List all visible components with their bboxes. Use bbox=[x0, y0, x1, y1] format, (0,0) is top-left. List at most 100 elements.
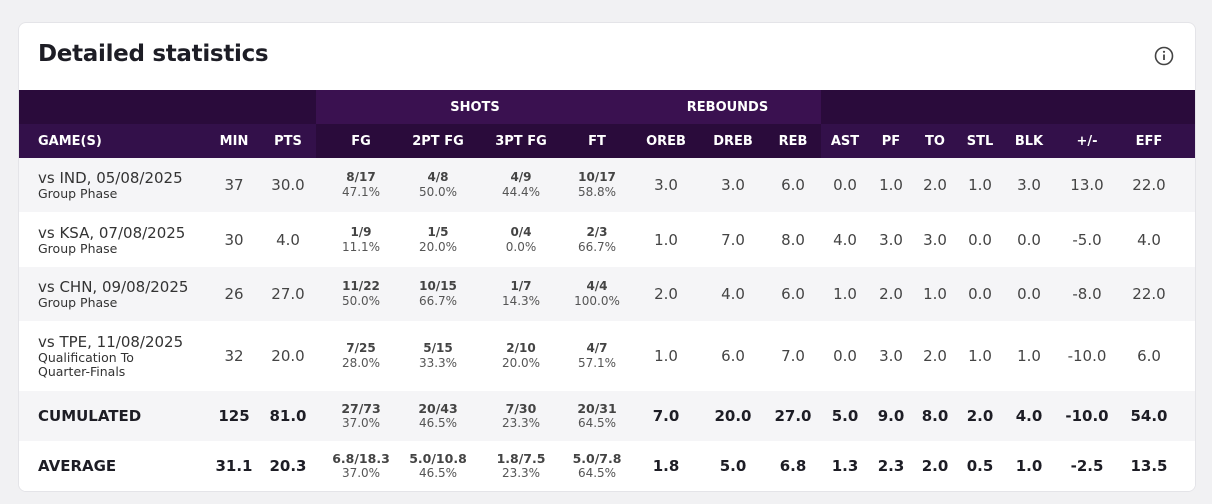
game-phase: Qualification To Quarter-Finals bbox=[38, 350, 134, 379]
stat-value: 1.0 bbox=[879, 176, 903, 194]
stat-value: 32 bbox=[224, 347, 244, 365]
stat-value: 6.0 bbox=[1137, 347, 1161, 365]
stat-value: 31.1 bbox=[215, 457, 253, 475]
shot-made: 1/9 bbox=[350, 224, 372, 239]
shot-made: 27/73 bbox=[341, 401, 381, 416]
shot-made: 7/25 bbox=[346, 341, 376, 355]
shot-cell: 4/7 57.1% bbox=[552, 321, 642, 391]
stat-value: 37 bbox=[224, 176, 244, 194]
stat-value: 3.0 bbox=[1017, 176, 1041, 194]
stat-value: 1.0 bbox=[1017, 347, 1041, 365]
shot-cell: 1/5 20.0% bbox=[393, 212, 483, 267]
stat-value: 0.0 bbox=[968, 285, 992, 303]
shot-pct: 66.7% bbox=[418, 294, 458, 308]
shot-cell: 5/15 33.3% bbox=[393, 321, 483, 391]
game-row bbox=[19, 321, 1195, 391]
shot-cell: 4/9 44.4% bbox=[476, 158, 566, 212]
stat-value: 30.0 bbox=[271, 176, 305, 194]
stat-value: 27.0 bbox=[271, 285, 305, 303]
stat-value: 0.0 bbox=[968, 230, 992, 249]
shot-pct: 100.0% bbox=[574, 294, 620, 308]
shot-made: 0/4 bbox=[510, 224, 532, 239]
shot-cell: 20/31 64.5% bbox=[552, 391, 642, 441]
shot-cell: 1/7 14.3% bbox=[476, 267, 566, 321]
shot-cell: 5.0/7.8 64.5% bbox=[552, 441, 642, 491]
stat-value: 22.0 bbox=[1132, 176, 1166, 194]
game-phase: Group Phase bbox=[38, 186, 118, 201]
shot-made: 5/15 bbox=[423, 341, 453, 355]
shot-made: 8/17 bbox=[346, 170, 376, 184]
stat-value: 20.0 bbox=[714, 407, 752, 425]
info-icon[interactable] bbox=[1153, 45, 1175, 67]
shot-pct: 37.0% bbox=[341, 416, 381, 430]
shot-cell: 7/30 23.3% bbox=[476, 391, 566, 441]
shot-pct: 46.5% bbox=[418, 466, 458, 480]
shot-pct: 23.3% bbox=[501, 466, 541, 480]
column-header: GAME(S) bbox=[38, 133, 102, 149]
column-header: BLK bbox=[1014, 133, 1044, 149]
shot-made: 4/7 bbox=[586, 341, 608, 355]
stat-value: 8.0 bbox=[781, 230, 805, 249]
stat-value: 81.0 bbox=[269, 407, 307, 425]
stat-value: 13.0 bbox=[1070, 176, 1104, 194]
stat-value: 6.0 bbox=[781, 285, 805, 303]
column-header: FT bbox=[588, 133, 606, 149]
stat-value: 7.0 bbox=[781, 347, 805, 365]
shot-made: 2/10 bbox=[506, 341, 536, 355]
shot-cell: 4/8 50.0% bbox=[393, 158, 483, 212]
shot-pct: 20.0% bbox=[501, 356, 541, 370]
shot-cell: 7/25 28.0% bbox=[316, 321, 406, 391]
stat-value: 1.0 bbox=[968, 347, 992, 365]
header-group: REBOUNDS bbox=[634, 90, 821, 124]
stat-value: -2.5 bbox=[1070, 457, 1104, 475]
column-header: PF bbox=[881, 133, 901, 149]
stat-value: 1.0 bbox=[833, 285, 857, 303]
stat-value: 6.0 bbox=[781, 176, 805, 194]
stat-value: 7.0 bbox=[652, 407, 680, 425]
game-cell: vs CHN, 09/08/2025 Group Phase bbox=[38, 267, 188, 321]
shot-made: 1.8/7.5 bbox=[496, 451, 546, 466]
shot-pct: 23.3% bbox=[501, 416, 541, 430]
shot-cell: 1/9 11.1% bbox=[316, 212, 406, 267]
stat-value: 0.0 bbox=[1017, 285, 1041, 303]
shot-made: 4/8 bbox=[427, 170, 449, 184]
shot-pct: 0.0% bbox=[505, 239, 537, 254]
game-name: vs IND, 05/08/2025 bbox=[38, 169, 183, 187]
column-header: PTS bbox=[274, 133, 302, 149]
shot-made: 20/43 bbox=[418, 401, 458, 416]
game-name: vs TPE, 11/08/2025 bbox=[38, 333, 184, 351]
stat-value: 1.0 bbox=[968, 176, 992, 194]
column-header: DREB bbox=[713, 133, 753, 149]
shot-cell: 27/73 37.0% bbox=[316, 391, 406, 441]
stat-value: 20.0 bbox=[271, 347, 305, 365]
stat-value: 3.0 bbox=[654, 176, 678, 194]
shot-made: 11/22 bbox=[342, 279, 380, 293]
stat-value: 2.0 bbox=[966, 407, 994, 425]
shot-made: 1/7 bbox=[510, 279, 532, 293]
column-header: REB bbox=[778, 133, 808, 149]
shot-cell: 2/10 20.0% bbox=[476, 321, 566, 391]
shot-pct: 20.0% bbox=[418, 239, 458, 254]
header-band bbox=[634, 124, 821, 158]
column-header: MIN bbox=[219, 133, 249, 149]
total-row bbox=[19, 441, 1195, 491]
shot-made: 1/5 bbox=[427, 224, 449, 239]
shot-pct: 50.0% bbox=[341, 294, 381, 308]
stat-value: 1.0 bbox=[654, 347, 678, 365]
stat-value: 0.0 bbox=[833, 176, 857, 194]
shot-cell: 0/4 0.0% bbox=[476, 212, 566, 267]
stat-value: 5.0 bbox=[719, 457, 747, 475]
game-row bbox=[19, 267, 1195, 321]
stats-card: Detailed statistics SHOTS REBOUNDS GAME(S)… bbox=[18, 22, 1196, 492]
column-header: 2PT FG bbox=[412, 133, 464, 149]
shot-made: 5.0/7.8 bbox=[572, 451, 622, 466]
shot-cell: 10/15 66.7% bbox=[393, 267, 483, 321]
stat-value: 0.0 bbox=[833, 347, 857, 365]
stats-table: SHOTS REBOUNDS GAME(S) MIN PTS FG 2PT FG 3PT FG… bbox=[19, 23, 1195, 491]
game-name: vs KSA, 07/08/2025 bbox=[38, 223, 186, 242]
shot-cell: 6.8/18.3 37.0% bbox=[316, 441, 406, 491]
total-label: AVERAGE bbox=[38, 457, 117, 475]
stat-value: 3.0 bbox=[879, 347, 903, 365]
game-phase: Group Phase bbox=[38, 240, 118, 256]
shot-pct: 47.1% bbox=[341, 185, 381, 199]
